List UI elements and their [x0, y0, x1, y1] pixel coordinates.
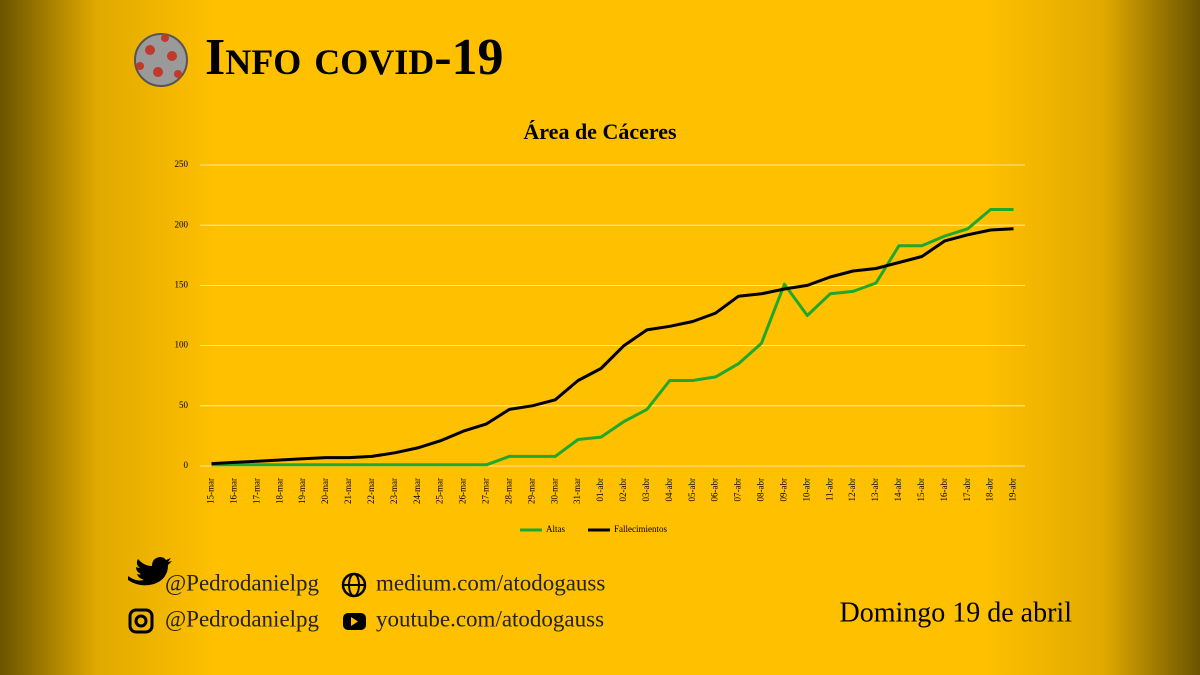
x-tick-label: 05-abr	[687, 478, 697, 502]
youtube-icon	[343, 613, 366, 630]
y-tick-label: 50	[179, 400, 189, 410]
y-tick-label: 100	[175, 340, 189, 350]
x-tick-label: 26-mar	[458, 478, 468, 504]
chart-title: Área de Cáceres	[523, 119, 677, 144]
instagram-handle: @Pedrodanielpg	[165, 606, 320, 631]
x-tick-label: 19-mar	[297, 478, 307, 504]
x-tick-label: 18-mar	[274, 478, 284, 504]
x-tick-label: 28-mar	[503, 478, 513, 504]
youtube-url: youtube.com/atodogauss	[376, 606, 604, 631]
twitter-handle: @Pedrodanielpg	[165, 570, 320, 595]
x-tick-label: 14-abr	[893, 478, 903, 502]
page-title: Info covid-19	[205, 29, 504, 86]
x-tick-label: 13-abr	[870, 478, 880, 502]
x-tick-label: 23-mar	[389, 478, 399, 504]
series-line	[211, 208, 1014, 467]
x-tick-label: 17-abr	[962, 478, 972, 502]
x-tick-label: 16-mar	[228, 478, 238, 504]
x-tick-label: 01-abr	[595, 478, 605, 502]
x-tick-label: 15-mar	[206, 478, 216, 504]
x-tick-label: 27-mar	[481, 478, 491, 504]
twitter-icon	[128, 557, 172, 586]
x-tick-label: 16-abr	[939, 478, 949, 502]
x-tick-label: 19-abr	[1008, 478, 1018, 502]
x-tick-label: 17-mar	[251, 478, 261, 504]
x-tick-label: 12-abr	[847, 478, 857, 502]
legend-label: Altas	[546, 524, 565, 534]
x-tick-label: 25-mar	[435, 478, 445, 504]
y-tick-label: 250	[175, 159, 189, 169]
virus-icon	[134, 33, 188, 87]
x-tick-label: 06-abr	[710, 478, 720, 502]
x-tick-label: 07-abr	[733, 478, 743, 502]
web-icon	[341, 572, 367, 598]
y-tick-label: 200	[175, 219, 189, 229]
x-tick-label: 10-abr	[801, 478, 811, 502]
x-tick-label: 31-mar	[572, 478, 582, 504]
x-tick-label: 24-mar	[412, 478, 422, 504]
x-tick-label: 08-abr	[756, 478, 766, 502]
x-tick-label: 29-mar	[526, 478, 536, 504]
series-line	[211, 227, 1014, 466]
instagram-icon	[128, 608, 154, 634]
x-tick-label: 22-mar	[366, 478, 376, 504]
date: Domingo 19 de abril	[839, 597, 1072, 628]
x-tick-label: 18-abr	[985, 478, 995, 502]
x-tick-label: 15-abr	[916, 478, 926, 502]
x-tick-label: 11-abr	[824, 478, 834, 501]
y-tick-label: 0	[184, 460, 189, 470]
x-tick-label: 03-abr	[641, 478, 651, 502]
x-tick-label: 30-mar	[549, 478, 559, 504]
x-tick-label: 02-abr	[618, 478, 628, 502]
x-tick-label: 09-abr	[778, 478, 788, 502]
legend-label: Fallecimientos	[614, 524, 667, 534]
y-tick-label: 150	[175, 279, 189, 289]
x-tick-label: 20-mar	[320, 478, 330, 504]
x-tick-label: 04-abr	[664, 478, 674, 502]
x-tick-label: 21-mar	[343, 478, 353, 504]
medium-url: medium.com/atodogauss	[376, 570, 605, 595]
